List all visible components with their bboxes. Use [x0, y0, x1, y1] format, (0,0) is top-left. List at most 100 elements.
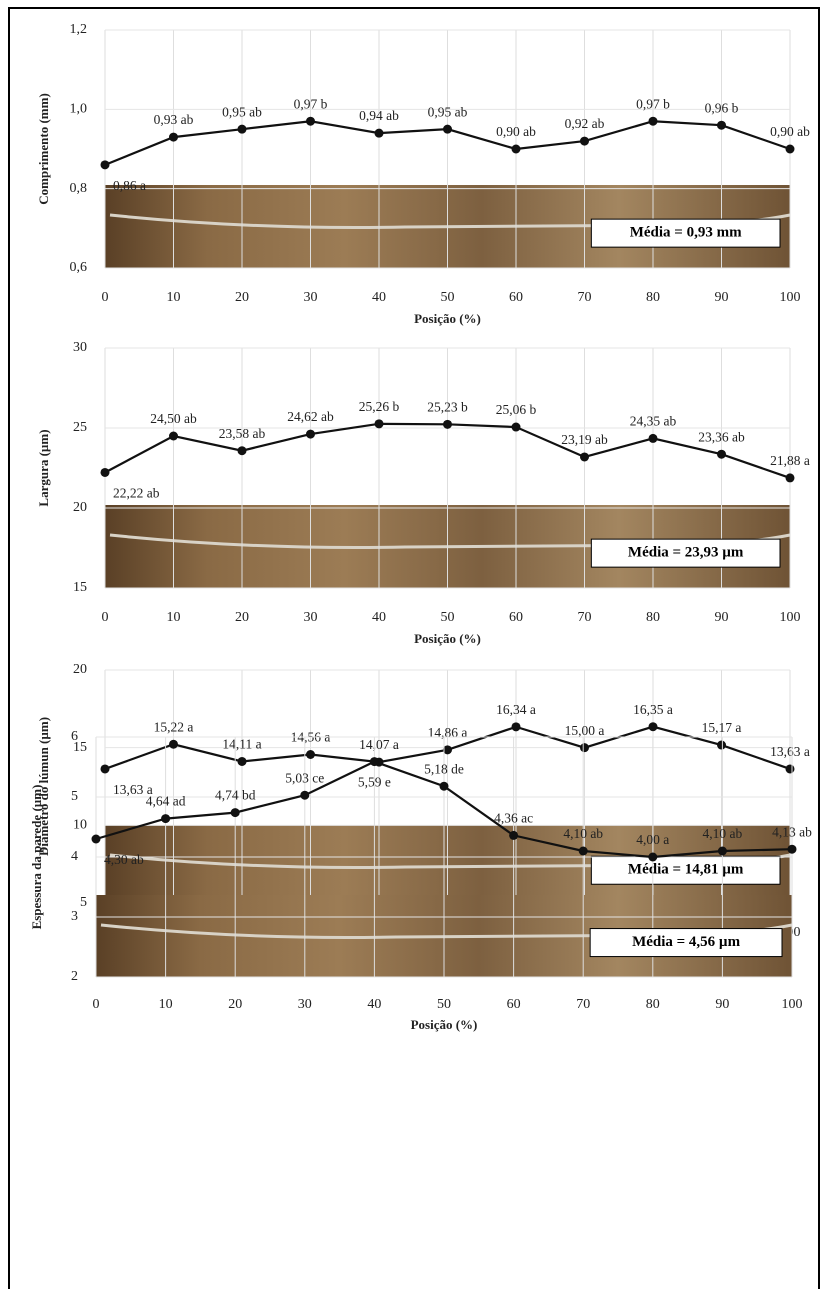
value-label: 0,97 b [636, 96, 670, 111]
value-label: 24,35 ab [630, 413, 677, 428]
annotation: Média = 4,56 µm [632, 934, 741, 950]
x-tick-label: 10 [167, 610, 181, 625]
value-label: 0,93 ab [154, 112, 194, 127]
data-point [717, 120, 726, 130]
y-tick-label: 1,2 [70, 22, 88, 37]
data-point [306, 429, 315, 439]
y-tick-label: 4 [71, 849, 78, 864]
value-label: 4,10 ab [703, 826, 743, 841]
data-point [374, 128, 384, 138]
frame [8, 7, 820, 1289]
x-tick-label: 60 [509, 610, 523, 625]
data-point [648, 433, 658, 443]
data-point [237, 756, 247, 766]
x-tick-label: 0 [93, 997, 100, 1012]
y-tick-label: 2 [71, 969, 78, 984]
value-label: 0,96 b [705, 100, 739, 115]
x-tick-label: 100 [780, 290, 801, 305]
data-point [100, 467, 110, 477]
y-tick-label: 1,0 [70, 102, 88, 117]
x-tick-label: 40 [367, 997, 381, 1012]
annotation: Média = 0,93 mm [630, 225, 742, 241]
value-label: 4,36 ac [494, 810, 533, 825]
x-tick-label: 40 [372, 290, 386, 305]
data-point [443, 419, 452, 429]
y-axis-label: Espessura da parede (µm) [29, 785, 44, 930]
x-tick-label: 90 [715, 610, 729, 625]
x-tick-label: 70 [578, 610, 592, 625]
value-label: 5,59 e [358, 775, 391, 790]
y-axis-label: Diâmetro do lúmun (µm) [36, 717, 51, 856]
value-label: 4,00 a [636, 832, 669, 847]
y-tick-label: 0,6 [70, 260, 88, 275]
y-axis-label: Comprimento (mm) [36, 93, 51, 205]
x-tick-label: 50 [441, 290, 455, 305]
data-point [369, 757, 379, 767]
x-tick-label: 70 [576, 997, 590, 1012]
x-tick-label: 80 [646, 290, 660, 305]
data-point [717, 846, 727, 856]
y-tick-label: 30 [73, 340, 87, 355]
x-tick-label: 20 [228, 997, 242, 1012]
x-tick-label: 30 [304, 290, 318, 305]
value-label: 0,86 a [113, 178, 146, 193]
data-point [91, 834, 101, 844]
data-point [511, 144, 521, 154]
value-label: 0,95 ab [428, 104, 468, 119]
y-tick-label: 3 [71, 909, 78, 924]
value-label: 5,18 de [424, 761, 464, 776]
data-point [787, 844, 797, 854]
value-label: 4,10 ab [563, 826, 603, 841]
x-tick-label: 40 [372, 610, 386, 625]
y-axis-label: Largura (µm) [36, 429, 51, 506]
data-point [580, 743, 589, 753]
y-tick-label: 15 [73, 740, 87, 755]
value-label: 23,58 ab [219, 426, 266, 441]
value-label: 16,35 a [633, 702, 673, 717]
x-tick-label: 60 [509, 290, 523, 305]
annotation-box [590, 855, 781, 885]
x-tick-label: 100 [780, 610, 801, 625]
x-tick-label: 90 [715, 997, 729, 1012]
data-point [306, 116, 315, 126]
value-label: 4,13 ab [772, 824, 812, 839]
value-label: 13,63 a [113, 782, 153, 797]
x-tick-label: 80 [646, 610, 660, 625]
data-point [648, 722, 658, 732]
x-tick-label: 0 [102, 290, 109, 305]
value-label: 0,97 b [294, 96, 328, 111]
data-point [785, 764, 795, 774]
data-point [511, 422, 521, 432]
value-label: 14,86 a [428, 725, 468, 740]
x-tick-label: 50 [437, 997, 451, 1012]
x-tick-label: 90 [715, 290, 729, 305]
value-label: 4,30 ab [104, 852, 144, 867]
x-tick-label: 70 [578, 290, 592, 305]
data-point [161, 814, 171, 824]
data-point [169, 431, 178, 441]
value-label: 15,17 a [702, 720, 742, 735]
value-label: 13,63 a [770, 744, 810, 759]
value-label: 0,90 ab [770, 124, 810, 139]
data-point [300, 790, 310, 800]
data-point [578, 846, 588, 856]
x-tick-label: 10 [167, 290, 181, 305]
data-point [717, 740, 726, 750]
value-label: 16,34 a [496, 702, 536, 717]
value-label: 23,36 ab [698, 429, 745, 444]
data-point [237, 124, 247, 134]
x-tick-label: 30 [304, 610, 318, 625]
x-axis-label: Posição (%) [411, 1017, 478, 1032]
value-label: 25,06 b [496, 402, 537, 417]
value-label: 25,26 b [359, 399, 400, 414]
y-tick-label: 20 [73, 500, 87, 515]
data-point [230, 808, 240, 818]
y-tick-label: 15 [73, 580, 87, 595]
x-tick-label: 20 [235, 290, 249, 305]
data-point [169, 132, 178, 142]
x-axis-label: Posição (%) [414, 631, 481, 646]
data-point [100, 160, 110, 170]
value-label: 15,00 a [565, 723, 605, 738]
value-label: 0,94 ab [359, 108, 399, 123]
data-point [580, 452, 589, 462]
